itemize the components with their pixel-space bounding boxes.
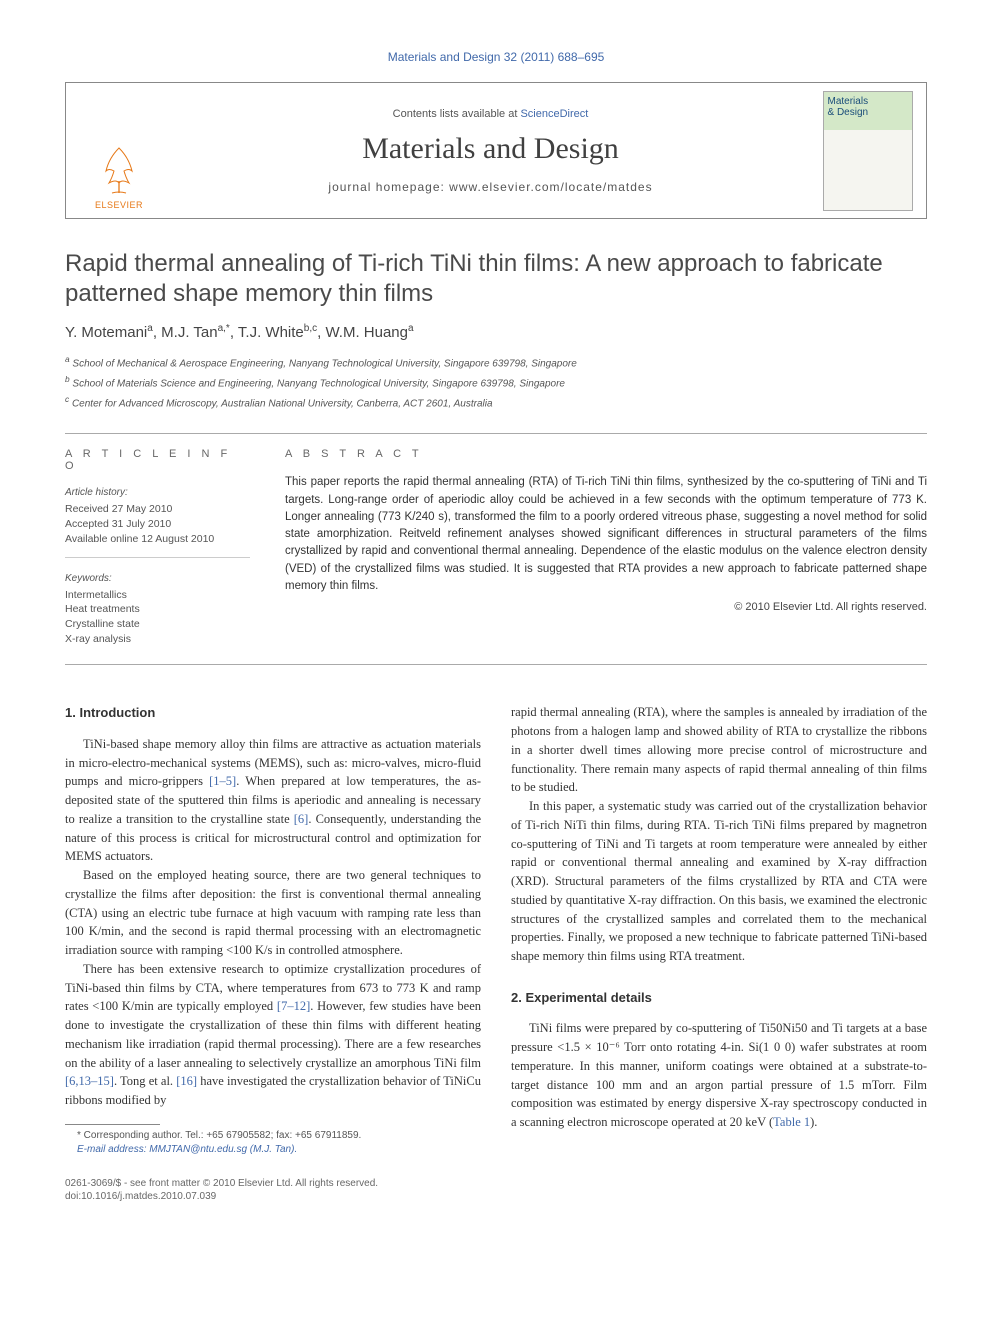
- page-container: Materials and Design 32 (2011) 688–695 E…: [0, 0, 992, 1243]
- abstract-heading: A B S T R A C T: [285, 448, 927, 460]
- paragraph: TiNi-based shape memory alloy thin films…: [65, 735, 481, 866]
- author: T.J. White: [238, 324, 304, 341]
- email-line: E-mail address: MMJTAN@ntu.edu.sg (M.J. …: [65, 1143, 481, 1157]
- keywords-label: Keywords:: [65, 572, 250, 586]
- affiliation: c Center for Advanced Microscopy, Austra…: [65, 393, 927, 412]
- paragraph: In this paper, a systematic study was ca…: [511, 797, 927, 966]
- left-column: 1. Introduction TiNi-based shape memory …: [65, 703, 481, 1157]
- corresp-text: * Corresponding author. Tel.: +65 679055…: [65, 1129, 481, 1143]
- elsevier-tree-icon: [94, 143, 144, 198]
- doi: doi:10.1016/j.matdes.2010.07.039: [65, 1190, 927, 1203]
- keyword: Crystalline state: [65, 617, 250, 632]
- abstract-copyright: © 2010 Elsevier Ltd. All rights reserved…: [285, 601, 927, 613]
- publisher-logo-box: ELSEVIER: [66, 83, 172, 218]
- section-heading: 1. Introduction: [65, 703, 481, 723]
- history-item: Received 27 May 2010: [65, 502, 250, 517]
- keyword: Intermetallics: [65, 588, 250, 603]
- citation-link[interactable]: [7–12]: [277, 999, 310, 1013]
- sciencedirect-link[interactable]: ScienceDirect: [520, 108, 588, 120]
- right-column: rapid thermal annealing (RTA), where the…: [511, 703, 927, 1157]
- author: W.M. Huang: [325, 324, 408, 341]
- keyword: X-ray analysis: [65, 632, 250, 647]
- info-abstract-row: A R T I C L E I N F O Article history: R…: [65, 434, 927, 664]
- paragraph: There has been extensive research to opt…: [65, 960, 481, 1110]
- body-columns: 1. Introduction TiNi-based shape memory …: [65, 703, 927, 1157]
- history-label: Article history:: [65, 486, 250, 500]
- keywords: Keywords: Intermetallics Heat treatments…: [65, 572, 250, 647]
- citation-link[interactable]: [6]: [294, 812, 309, 826]
- contents-prefix: Contents lists available at: [393, 108, 521, 120]
- affiliation: b School of Materials Science and Engine…: [65, 373, 927, 392]
- page-footer: 0261-3069/$ - see front matter © 2010 El…: [65, 1177, 927, 1203]
- citation-link[interactable]: [16]: [176, 1074, 197, 1088]
- citation-link[interactable]: [6,13–15]: [65, 1074, 114, 1088]
- homepage-url[interactable]: www.elsevier.com/locate/matdes: [449, 180, 652, 194]
- front-matter: 0261-3069/$ - see front matter © 2010 El…: [65, 1177, 927, 1190]
- paragraph: rapid thermal annealing (RTA), where the…: [511, 703, 927, 797]
- contents-available: Contents lists available at ScienceDirec…: [393, 108, 589, 120]
- article-title: Rapid thermal annealing of Ti-rich TiNi …: [65, 249, 927, 309]
- paragraph: Based on the employed heating source, th…: [65, 866, 481, 960]
- journal-cover-box: Materials& Design: [809, 83, 926, 218]
- publisher-name: ELSEVIER: [95, 200, 143, 210]
- citation-link[interactable]: Materials and Design 32 (2011) 688–695: [65, 50, 927, 64]
- author: M.J. Tan: [161, 324, 217, 341]
- history-item: Available online 12 August 2010: [65, 532, 250, 547]
- table-link[interactable]: Table 1: [773, 1115, 810, 1129]
- history-item: Accepted 31 July 2010: [65, 517, 250, 532]
- article-history: Article history: Received 27 May 2010 Ac…: [65, 486, 250, 557]
- abstract-text: This paper reports the rapid thermal ann…: [285, 474, 927, 595]
- homepage-prefix: journal homepage:: [328, 180, 449, 194]
- keyword: Heat treatments: [65, 602, 250, 617]
- elsevier-logo: ELSEVIER: [94, 143, 144, 210]
- cover-title: Materials& Design: [828, 96, 869, 118]
- author: Y. Motemani: [65, 324, 147, 341]
- divider: [65, 664, 927, 665]
- journal-name: Materials and Design: [362, 132, 619, 166]
- footnote-divider: [65, 1124, 160, 1125]
- article-info: A R T I C L E I N F O Article history: R…: [65, 448, 250, 646]
- authors: Y. Motemania, M.J. Tana,*, T.J. Whiteb,c…: [65, 323, 927, 341]
- header-center: Contents lists available at ScienceDirec…: [172, 83, 809, 218]
- article-info-heading: A R T I C L E I N F O: [65, 448, 250, 472]
- citation-link[interactable]: [1–5]: [209, 774, 236, 788]
- affiliation: a School of Mechanical & Aerospace Engin…: [65, 353, 927, 372]
- section-heading: 2. Experimental details: [511, 988, 927, 1008]
- paragraph: TiNi films were prepared by co-sputterin…: [511, 1019, 927, 1132]
- journal-header: ELSEVIER Contents lists available at Sci…: [65, 82, 927, 219]
- abstract: A B S T R A C T This paper reports the r…: [285, 448, 927, 646]
- corresponding-author-note: * Corresponding author. Tel.: +65 679055…: [65, 1129, 481, 1157]
- email-link[interactable]: MMJTAN@ntu.edu.sg: [149, 1144, 247, 1155]
- journal-cover[interactable]: Materials& Design: [823, 91, 913, 211]
- affiliations: a School of Mechanical & Aerospace Engin…: [65, 353, 927, 411]
- journal-homepage: journal homepage: www.elsevier.com/locat…: [328, 180, 652, 194]
